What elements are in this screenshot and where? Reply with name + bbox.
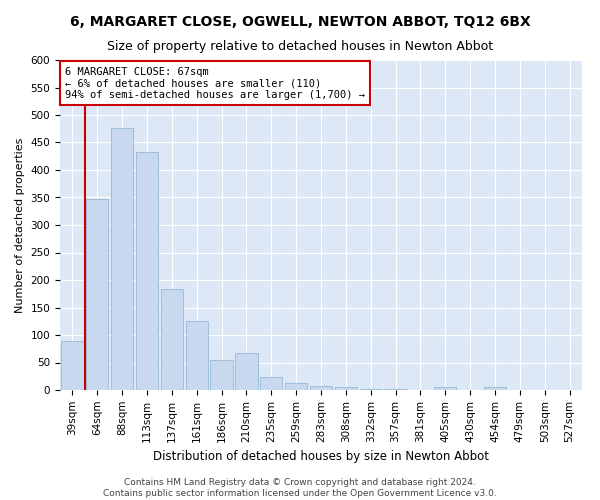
X-axis label: Distribution of detached houses by size in Newton Abbot: Distribution of detached houses by size …: [153, 450, 489, 463]
Text: Size of property relative to detached houses in Newton Abbot: Size of property relative to detached ho…: [107, 40, 493, 53]
Bar: [61, 340, 83, 390]
Bar: [260, 378, 283, 390]
Bar: [136, 152, 158, 390]
Text: 6, MARGARET CLOSE, OGWELL, NEWTON ABBOT, TQ12 6BX: 6, MARGARET CLOSE, OGWELL, NEWTON ABBOT,…: [70, 15, 530, 29]
Bar: [86, 198, 109, 390]
Bar: [335, 387, 357, 390]
Y-axis label: Number of detached properties: Number of detached properties: [15, 138, 25, 312]
Bar: [235, 352, 257, 390]
Bar: [185, 322, 208, 390]
Text: Contains HM Land Registry data © Crown copyright and database right 2024.
Contai: Contains HM Land Registry data © Crown c…: [103, 478, 497, 498]
Bar: [484, 387, 506, 390]
Text: 6 MARGARET CLOSE: 67sqm
← 6% of detached houses are smaller (110)
94% of semi-de: 6 MARGARET CLOSE: 67sqm ← 6% of detached…: [65, 66, 365, 100]
Bar: [211, 360, 233, 390]
Bar: [285, 384, 307, 390]
Bar: [111, 128, 133, 390]
Bar: [310, 386, 332, 390]
Bar: [161, 290, 183, 390]
Bar: [434, 387, 457, 390]
